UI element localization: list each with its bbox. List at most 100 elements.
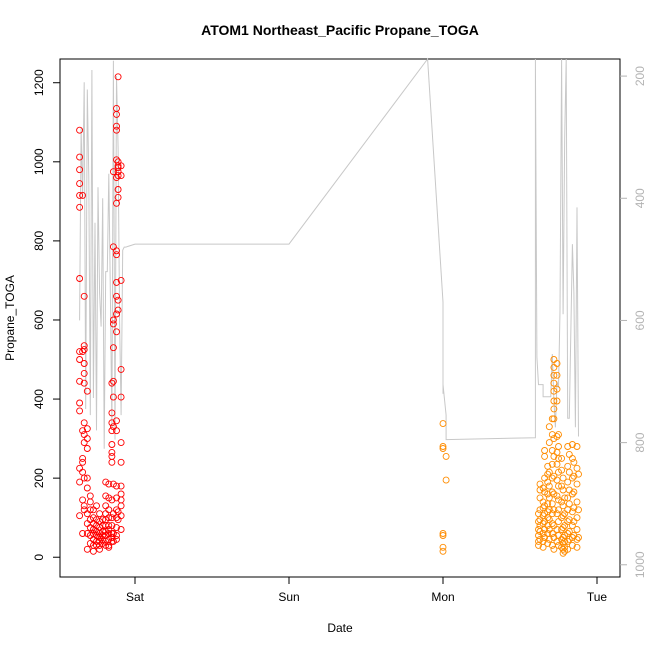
data-point bbox=[113, 247, 120, 255]
data-point bbox=[568, 454, 576, 462]
data-point bbox=[80, 292, 88, 300]
y-tick-label: 600 bbox=[32, 310, 46, 330]
data-point bbox=[553, 371, 561, 379]
data-point bbox=[117, 439, 125, 447]
data-point bbox=[117, 162, 125, 170]
data-point bbox=[80, 474, 88, 482]
data-point bbox=[541, 474, 549, 482]
data-point bbox=[565, 516, 573, 524]
data-point bbox=[83, 484, 91, 492]
y-axis: 0 200 400 600 800 1000 1200 bbox=[32, 69, 60, 561]
y-axis-right: 200 400 600 800 1000 bbox=[620, 66, 647, 578]
x-tick-label: Sun bbox=[278, 590, 299, 604]
data-point bbox=[108, 522, 116, 530]
data-point bbox=[550, 405, 558, 413]
data-point bbox=[108, 427, 116, 435]
data-point bbox=[570, 472, 578, 480]
data-point bbox=[545, 482, 553, 490]
data-point bbox=[439, 420, 447, 428]
data-point bbox=[559, 474, 567, 482]
data-point bbox=[550, 379, 558, 387]
data-point bbox=[544, 514, 552, 522]
data-point bbox=[555, 431, 562, 439]
data-point bbox=[568, 474, 576, 482]
y-tick-label: 1000 bbox=[32, 148, 46, 175]
data-point bbox=[86, 492, 94, 500]
data-point bbox=[79, 530, 87, 537]
data-point bbox=[83, 435, 91, 443]
data-point bbox=[109, 393, 117, 401]
data-point bbox=[564, 462, 572, 470]
data-point bbox=[550, 415, 558, 423]
data-point bbox=[86, 506, 94, 514]
data-point bbox=[113, 417, 120, 425]
data-point bbox=[555, 482, 562, 490]
altitude-line-layer bbox=[79, 57, 579, 449]
data-point bbox=[113, 427, 120, 435]
data-point bbox=[80, 502, 88, 510]
y-tick-label: 0 bbox=[32, 554, 46, 561]
data-point bbox=[117, 393, 125, 401]
data-point bbox=[553, 492, 561, 500]
data-point bbox=[568, 508, 576, 516]
y-tick-label: 200 bbox=[32, 468, 46, 488]
data-point bbox=[545, 423, 553, 431]
data-point bbox=[105, 543, 113, 551]
data-point bbox=[108, 496, 116, 504]
data-point bbox=[76, 153, 84, 161]
data-point bbox=[442, 452, 450, 460]
data-point bbox=[80, 419, 88, 427]
data-point bbox=[565, 450, 573, 458]
data-point bbox=[548, 474, 556, 482]
data-point bbox=[439, 530, 447, 537]
data-point bbox=[570, 488, 578, 496]
data-point bbox=[108, 419, 116, 427]
data-point bbox=[550, 371, 558, 379]
data-point bbox=[541, 452, 549, 460]
data-point bbox=[86, 498, 94, 506]
data-point bbox=[553, 397, 561, 405]
data-point bbox=[117, 502, 125, 510]
data-point bbox=[117, 526, 125, 533]
data-point bbox=[558, 526, 566, 533]
y-right-tick-label: 200 bbox=[633, 66, 647, 86]
data-point bbox=[536, 494, 544, 502]
data-point bbox=[113, 292, 120, 300]
data-point bbox=[113, 310, 120, 318]
data-point bbox=[553, 385, 561, 393]
data-point bbox=[113, 110, 120, 118]
data-point bbox=[539, 543, 547, 551]
data-point bbox=[559, 545, 567, 553]
data-point bbox=[559, 512, 567, 520]
data-point bbox=[559, 502, 567, 510]
data-point bbox=[541, 447, 549, 454]
data-point bbox=[570, 458, 578, 466]
data-point bbox=[79, 496, 87, 504]
chart-title: ATOM1 Northeast_Pacific Propane_TOGA bbox=[201, 22, 479, 38]
data-point bbox=[79, 468, 87, 476]
x-axis-title: Date bbox=[327, 621, 353, 635]
data-point bbox=[439, 443, 447, 450]
data-point bbox=[113, 482, 120, 490]
data-point bbox=[548, 500, 556, 508]
data-point bbox=[108, 448, 116, 456]
x-tick-label: Mon bbox=[431, 590, 454, 604]
data-point bbox=[76, 191, 84, 199]
data-point bbox=[96, 510, 104, 518]
data-point bbox=[83, 425, 91, 433]
data-point bbox=[79, 454, 87, 462]
data-point bbox=[117, 482, 125, 490]
data-point bbox=[83, 545, 91, 553]
y-tick-label: 800 bbox=[32, 231, 46, 251]
data-point bbox=[564, 537, 572, 545]
y-right-tick-label: 600 bbox=[633, 310, 647, 330]
data-point bbox=[117, 276, 125, 284]
data-point bbox=[550, 397, 558, 405]
data-point bbox=[573, 514, 581, 522]
data-point bbox=[96, 545, 104, 553]
data-point bbox=[544, 539, 552, 547]
data-point bbox=[535, 537, 542, 545]
data-point bbox=[76, 512, 84, 520]
data-point bbox=[548, 488, 556, 496]
